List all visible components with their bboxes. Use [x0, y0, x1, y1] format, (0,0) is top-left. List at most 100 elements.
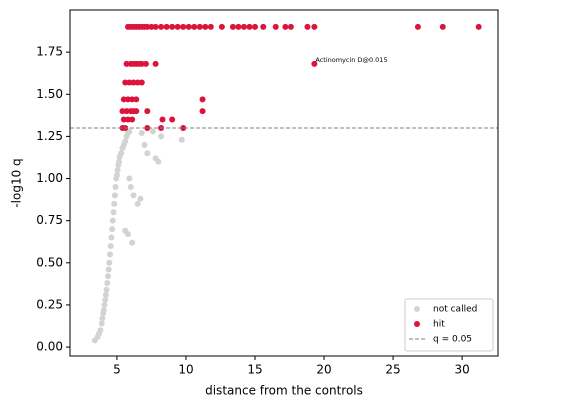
point — [116, 158, 123, 165]
point — [129, 96, 136, 103]
point — [122, 138, 129, 145]
plot-frame — [69, 9, 499, 357]
point — [110, 209, 117, 216]
point — [199, 108, 206, 115]
x-tick-label: 20 — [316, 363, 331, 377]
point — [178, 136, 185, 143]
point — [130, 79, 137, 86]
legend-label: hit — [433, 320, 445, 330]
point — [111, 192, 118, 199]
legend-marker — [414, 321, 420, 327]
point — [138, 79, 145, 86]
point — [142, 60, 149, 67]
point — [106, 259, 113, 266]
point — [134, 200, 141, 207]
legend-label: q = 0.05 — [433, 335, 472, 345]
point — [120, 116, 127, 123]
y-tick-label: 1.75 — [36, 45, 63, 59]
point — [127, 183, 134, 190]
point — [134, 79, 141, 86]
point — [99, 315, 106, 322]
point — [414, 23, 421, 30]
point — [104, 280, 111, 287]
point — [108, 234, 115, 241]
point — [158, 23, 165, 30]
point — [148, 23, 155, 30]
point — [191, 23, 198, 30]
point — [218, 23, 225, 30]
point — [159, 116, 166, 123]
point — [144, 150, 151, 157]
legend-marker — [414, 306, 420, 312]
point — [144, 108, 151, 115]
point — [149, 128, 156, 135]
point — [123, 108, 130, 115]
point — [152, 23, 159, 30]
y-tick-label: 1.00 — [36, 171, 63, 185]
point — [126, 79, 133, 86]
point — [174, 23, 181, 30]
point — [207, 23, 214, 30]
point — [311, 60, 318, 67]
point — [107, 242, 114, 249]
point — [155, 158, 162, 165]
y-tick-label: 0.50 — [36, 255, 63, 269]
legend-box — [404, 298, 494, 352]
point — [138, 130, 145, 137]
x-tick-label: 15 — [247, 363, 262, 377]
point — [118, 150, 125, 157]
point — [287, 23, 294, 30]
point — [252, 23, 259, 30]
point — [130, 192, 137, 199]
y-tick-label: 1.25 — [36, 129, 63, 143]
point — [158, 133, 165, 140]
point — [129, 116, 136, 123]
point — [126, 128, 133, 135]
point — [107, 251, 114, 258]
point — [102, 296, 109, 303]
point — [105, 266, 112, 273]
point — [133, 96, 140, 103]
point — [126, 175, 133, 182]
point — [137, 195, 144, 202]
point — [202, 23, 209, 30]
point — [133, 108, 140, 115]
point — [109, 226, 116, 233]
legend-label: not called — [433, 305, 477, 315]
point — [260, 23, 267, 30]
point — [97, 327, 104, 334]
y-tick-label: 0.75 — [36, 213, 63, 227]
point — [282, 23, 289, 30]
point — [235, 23, 242, 30]
point — [144, 124, 151, 131]
point — [120, 96, 127, 103]
point — [169, 116, 176, 123]
point — [109, 217, 116, 224]
point — [199, 96, 206, 103]
x-tick-label: 30 — [454, 363, 469, 377]
point — [122, 79, 129, 86]
point — [111, 200, 118, 207]
y-axis-label: -log10 q — [10, 158, 24, 207]
point — [185, 23, 192, 30]
point — [144, 23, 151, 30]
point — [304, 23, 311, 30]
x-tick-label: 5 — [113, 363, 121, 377]
point — [475, 23, 482, 30]
point — [196, 23, 203, 30]
point — [124, 116, 131, 123]
point — [123, 60, 130, 67]
point — [113, 172, 120, 179]
y-tick-label: 0.00 — [36, 340, 63, 354]
point — [180, 124, 187, 131]
x-axis-label: distance from the controls — [205, 384, 363, 398]
point — [114, 167, 121, 174]
point — [229, 23, 236, 30]
point — [122, 227, 129, 234]
point — [138, 60, 145, 67]
y-tick-label: 0.25 — [36, 297, 63, 311]
point — [169, 23, 176, 30]
point — [311, 23, 318, 30]
